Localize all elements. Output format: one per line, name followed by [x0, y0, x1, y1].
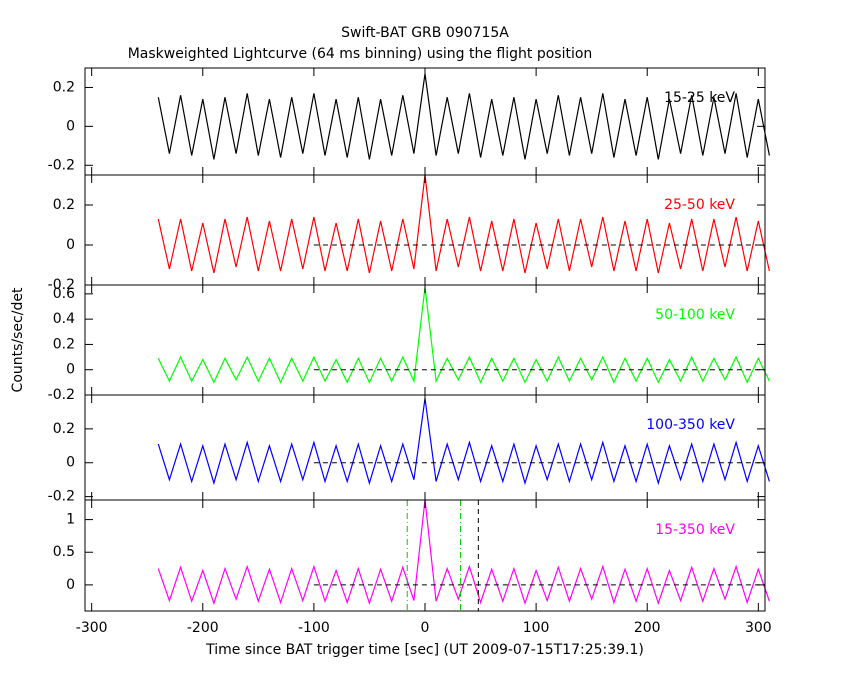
- panel-label: 15-25 keV: [664, 90, 735, 106]
- x-tick-label: 100: [523, 620, 550, 636]
- panel-label: 25-50 keV: [664, 197, 735, 213]
- y-axis-label: Counts/sec/det: [10, 287, 26, 392]
- y-tick-label: 0.2: [53, 421, 75, 437]
- y-tick-label: 0.5: [53, 544, 75, 560]
- x-tick-label: -300: [76, 620, 108, 636]
- light-curve: [157, 174, 770, 274]
- panel-frame: [84, 499, 766, 612]
- y-tick-label: -0.2: [48, 387, 75, 403]
- panel-frame: [84, 174, 766, 286]
- y-tick-label: 0: [66, 362, 75, 378]
- x-tick-label: 200: [634, 620, 661, 636]
- x-tick-label: 0: [421, 620, 430, 636]
- light-curve: [157, 287, 770, 384]
- y-tick-label: -0.2: [48, 157, 75, 173]
- x-tick-label: -100: [298, 620, 330, 636]
- panel-frame: [84, 394, 766, 501]
- y-tick-label: 1: [66, 512, 75, 528]
- y-tick-label: 0.2: [53, 79, 75, 95]
- light-curve: [157, 398, 770, 486]
- y-tick-label: -0.2: [48, 489, 75, 505]
- y-tick-label: 0.4: [53, 311, 75, 327]
- panel-frame: [84, 284, 766, 396]
- chart-title: Swift-BAT GRB 090715A: [341, 25, 509, 41]
- y-tick-label: 0: [66, 577, 75, 593]
- light-curve: [157, 499, 770, 606]
- chart-subtitle: Maskweighted Lightcurve (64 ms binning) …: [128, 46, 593, 62]
- y-tick-label: 0.6: [53, 286, 75, 302]
- panel-frame: [84, 67, 766, 176]
- x-tick-label: 300: [745, 620, 772, 636]
- panel-label: 15-350 keV: [655, 522, 735, 538]
- y-tick-label: -0.2: [48, 277, 75, 293]
- light-curve: [157, 73, 770, 160]
- y-tick-label: 0.2: [53, 336, 75, 352]
- y-tick-label: 0: [66, 118, 75, 134]
- y-tick-label: 0: [66, 455, 75, 471]
- y-tick-label: 0.2: [53, 197, 75, 213]
- panel-label: 50-100 keV: [655, 307, 735, 323]
- panel-label: 100-350 keV: [646, 417, 735, 433]
- y-tick-label: 0: [66, 237, 75, 253]
- x-axis-label: Time since BAT trigger time [sec] (UT 20…: [205, 642, 644, 658]
- x-tick-label: -200: [187, 620, 219, 636]
